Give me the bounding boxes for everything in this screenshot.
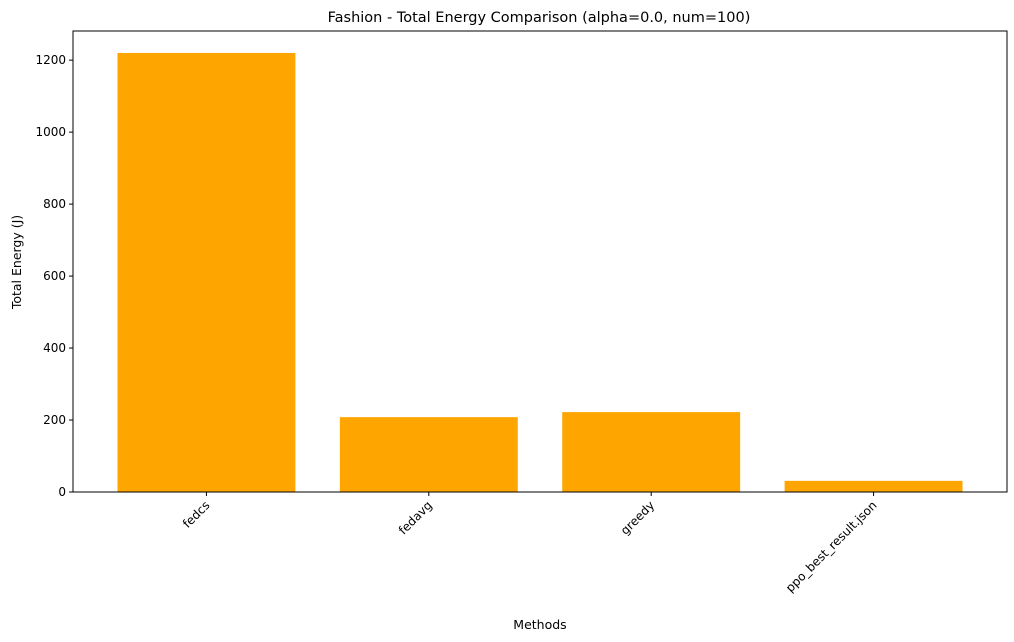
bar-ppo-best-result-json [784, 480, 963, 492]
bars [117, 52, 963, 492]
plot-frame [72, 30, 1008, 493]
y-tick-label: 1200 [35, 53, 66, 67]
x-tick-label: ppo_best_result.json [783, 498, 880, 595]
y-tick-label: 800 [43, 197, 66, 211]
y-tick-label: 200 [43, 413, 66, 427]
bar-greedy [562, 412, 741, 492]
y-tick-label: 400 [43, 341, 66, 355]
bar-fedcs [117, 52, 296, 492]
chart-title: Fashion - Total Energy Comparison (alpha… [328, 10, 751, 26]
x-axis-label: Methods [513, 617, 566, 632]
y-tick-label: 1000 [35, 125, 66, 139]
y-axis-label: Total Energy (J) [9, 215, 24, 310]
x-tick-label: greedy [618, 498, 657, 537]
x-axis: fedcs fedavg greedy ppo_best_result.json [180, 492, 880, 595]
y-tick-label: 600 [43, 269, 66, 283]
y-axis: 0 200 400 600 800 1000 1200 [35, 53, 73, 499]
x-tick-label: fedavg [396, 498, 435, 537]
x-tick-label: fedcs [180, 498, 213, 531]
y-tick-label: 0 [58, 485, 66, 499]
bar-fedavg [339, 417, 518, 492]
